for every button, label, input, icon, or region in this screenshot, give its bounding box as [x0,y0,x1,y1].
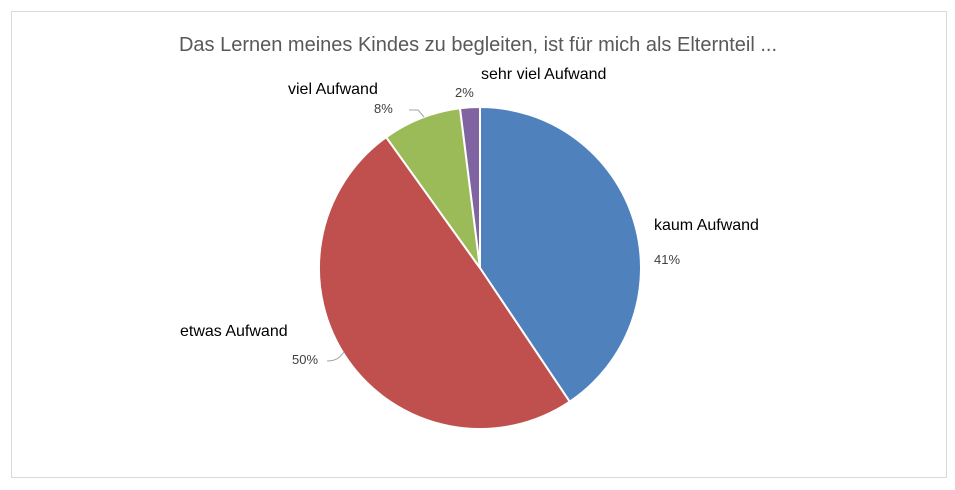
percent-label-viel-aufwand: 8% [374,101,393,116]
percent-label-sehr-viel-aufwand: 2% [455,85,474,100]
pie-slices [318,105,642,431]
percent-label-kaum-aufwand: 41% [654,252,680,267]
category-label-kaum-aufwand: kaum Aufwand [654,217,759,234]
leader-line-etwas-aufwand [326,351,345,362]
category-label-sehr-viel-aufwand: sehr viel Aufwand [481,66,606,83]
chart-title: Das Lernen meines Kindes zu begleiten, i… [179,34,777,56]
percent-label-etwas-aufwand: 50% [292,352,318,367]
leader-line-viel-aufwand [409,109,425,118]
leader-lines [326,109,425,362]
pie-slice-kaum-aufwand [479,105,642,404]
pie-slice-etwas-aufwand [318,135,572,431]
pie-slice-sehr-viel-aufwand [458,105,481,269]
category-label-etwas-aufwand: etwas Aufwand [180,323,288,340]
category-label-viel-aufwand: viel Aufwand [288,81,378,98]
data-labels: kaum Aufwand 41% etwas Aufwand 50% viel Aufw… [180,66,759,367]
